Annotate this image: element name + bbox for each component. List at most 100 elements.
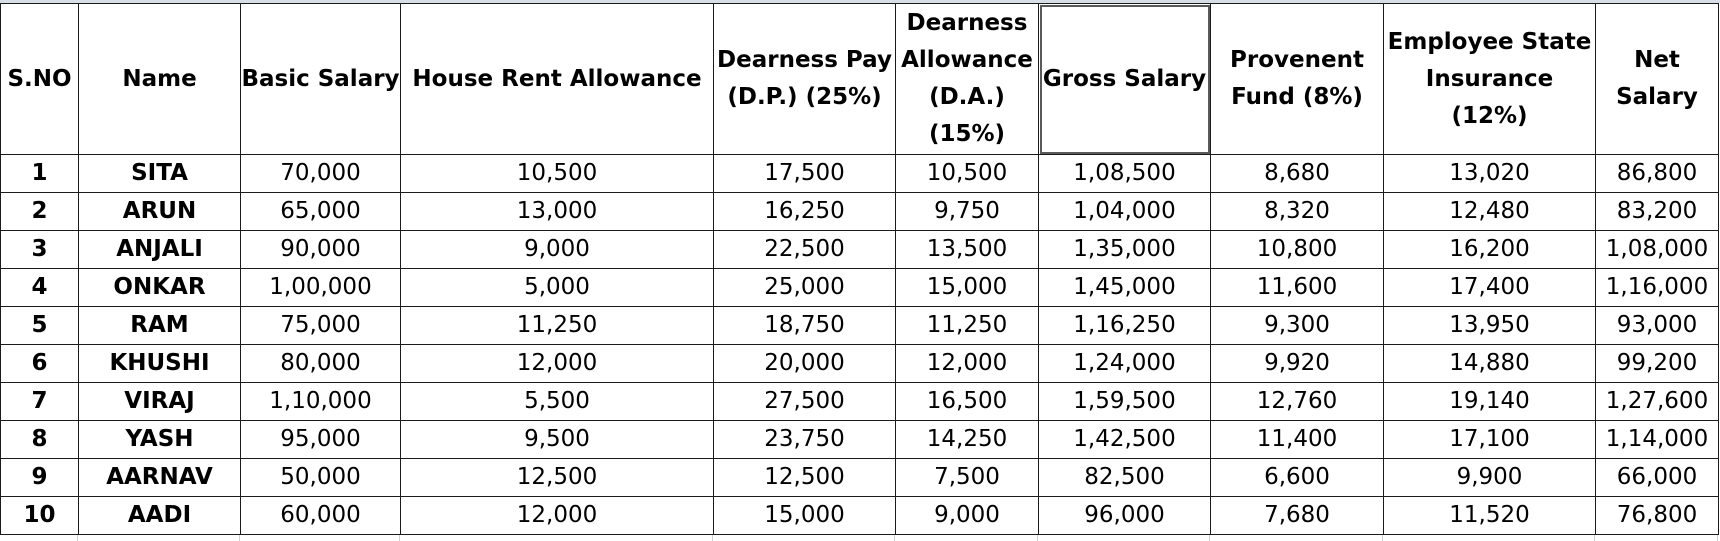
cell-house-rent-allowance[interactable]: 12,500 [400,458,714,497]
cell-sno[interactable]: 7 [0,382,79,421]
cell-name[interactable]: YASH [78,420,241,459]
cell-dearness-allowance[interactable]: 14,250 [895,420,1039,459]
cell-dearness-pay[interactable]: 12,500 [713,458,896,497]
cell-gross-salary[interactable]: 1,16,250 [1038,306,1211,345]
cell-house-rent-allowance[interactable]: 13,000 [400,192,714,231]
cell-dearness-allowance[interactable]: 13,500 [895,230,1039,269]
cell-name[interactable]: ARUN [78,192,241,231]
cell-basic-salary[interactable]: 60,000 [240,496,401,535]
cell-house-rent-allowance[interactable]: 12,000 [400,344,714,383]
cell-name[interactable]: ONKAR [78,268,241,307]
cell-dearness-allowance[interactable]: 15,000 [895,268,1039,307]
cell-sno[interactable]: 10 [0,496,79,535]
cell-name[interactable]: RAM [78,306,241,345]
cell-sno[interactable]: 4 [0,268,79,307]
cell-house-rent-allowance[interactable]: 12,000 [400,496,714,535]
cell-basic-salary[interactable]: 70,000 [240,154,401,193]
cell-dearness-pay[interactable]: 18,750 [713,306,896,345]
cell-gross-salary[interactable]: 1,08,500 [1038,154,1211,193]
cell-dearness-pay[interactable]: 15,000 [713,496,896,535]
cell-house-rent-allowance[interactable]: 9,500 [400,420,714,459]
cell-sno[interactable]: 9 [0,458,79,497]
cell-net-salary[interactable]: 93,000 [1595,306,1719,345]
cell-name[interactable]: VIRAJ [78,382,241,421]
cell-name[interactable]: KHUSHI [78,344,241,383]
cell-gross-salary[interactable]: 1,04,000 [1038,192,1211,231]
cell-net-salary[interactable]: 86,800 [1595,154,1719,193]
cell-net-salary[interactable]: 1,08,000 [1595,230,1719,269]
cell-provenent-fund[interactable]: 10,800 [1210,230,1384,269]
header-cell-dearness-allowance[interactable]: Dearness Allowance (D.A.) (15%) [895,3,1039,155]
cell-dearness-pay[interactable]: 22,500 [713,230,896,269]
cell-dearness-pay[interactable]: 17,500 [713,154,896,193]
cell-employee-state-insurance[interactable]: 9,900 [1383,458,1596,497]
cell-provenent-fund[interactable]: 11,400 [1210,420,1384,459]
cell-net-salary[interactable]: 76,800 [1595,496,1719,535]
cell-dearness-allowance[interactable]: 12,000 [895,344,1039,383]
cell-dearness-pay[interactable]: 27,500 [713,382,896,421]
cell-net-salary[interactable]: 83,200 [1595,192,1719,231]
cell-net-salary[interactable]: 1,27,600 [1595,382,1719,421]
cell-sno[interactable]: 1 [0,154,79,193]
cell-house-rent-allowance[interactable]: 11,250 [400,306,714,345]
cell-gross-salary[interactable]: 1,24,000 [1038,344,1211,383]
cell-employee-state-insurance[interactable]: 12,480 [1383,192,1596,231]
cell-gross-salary[interactable]: 1,59,500 [1038,382,1211,421]
cell-dearness-pay[interactable]: 20,000 [713,344,896,383]
cell-dearness-allowance[interactable]: 7,500 [895,458,1039,497]
cell-basic-salary[interactable]: 90,000 [240,230,401,269]
cell-dearness-allowance[interactable]: 16,500 [895,382,1039,421]
header-cell-name[interactable]: Name [78,3,241,155]
header-cell-basic-salary[interactable]: Basic Salary [240,3,401,155]
cell-employee-state-insurance[interactable]: 13,020 [1383,154,1596,193]
cell-employee-state-insurance[interactable]: 19,140 [1383,382,1596,421]
cell-gross-salary[interactable]: 1,45,000 [1038,268,1211,307]
cell-provenent-fund[interactable]: 9,300 [1210,306,1384,345]
cell-name[interactable]: AADI [78,496,241,535]
cell-dearness-allowance[interactable]: 9,750 [895,192,1039,231]
header-cell-gross-salary[interactable]: Gross Salary [1038,3,1211,155]
cell-net-salary[interactable]: 66,000 [1595,458,1719,497]
header-cell-dearness-pay[interactable]: Dearness Pay (D.P.) (25%) [713,3,896,155]
cell-provenent-fund[interactable]: 11,600 [1210,268,1384,307]
cell-gross-salary[interactable]: 1,35,000 [1038,230,1211,269]
cell-net-salary[interactable]: 1,14,000 [1595,420,1719,459]
cell-basic-salary[interactable]: 1,00,000 [240,268,401,307]
cell-house-rent-allowance[interactable]: 5,500 [400,382,714,421]
header-cell-net-salary[interactable]: Net Salary [1595,3,1719,155]
cell-sno[interactable]: 6 [0,344,79,383]
cell-net-salary[interactable]: 99,200 [1595,344,1719,383]
cell-provenent-fund[interactable]: 9,920 [1210,344,1384,383]
cell-name[interactable]: ANJALI [78,230,241,269]
cell-employee-state-insurance[interactable]: 16,200 [1383,230,1596,269]
cell-name[interactable]: SITA [78,154,241,193]
cell-basic-salary[interactable]: 75,000 [240,306,401,345]
cell-employee-state-insurance[interactable]: 13,950 [1383,306,1596,345]
cell-employee-state-insurance[interactable]: 14,880 [1383,344,1596,383]
cell-sno[interactable]: 5 [0,306,79,345]
cell-basic-salary[interactable]: 1,10,000 [240,382,401,421]
cell-dearness-pay[interactable]: 25,000 [713,268,896,307]
cell-sno[interactable]: 2 [0,192,79,231]
cell-provenent-fund[interactable]: 12,760 [1210,382,1384,421]
cell-provenent-fund[interactable]: 6,600 [1210,458,1384,497]
cell-gross-salary[interactable]: 1,42,500 [1038,420,1211,459]
header-cell-sno[interactable]: S.NO [0,3,79,155]
header-cell-provenent-fund[interactable]: Provenent Fund (8%) [1210,3,1384,155]
cell-net-salary[interactable]: 1,16,000 [1595,268,1719,307]
cell-house-rent-allowance[interactable]: 10,500 [400,154,714,193]
cell-dearness-pay[interactable]: 23,750 [713,420,896,459]
cell-employee-state-insurance[interactable]: 17,100 [1383,420,1596,459]
cell-sno[interactable]: 8 [0,420,79,459]
cell-house-rent-allowance[interactable]: 5,000 [400,268,714,307]
cell-basic-salary[interactable]: 65,000 [240,192,401,231]
cell-employee-state-insurance[interactable]: 17,400 [1383,268,1596,307]
cell-basic-salary[interactable]: 50,000 [240,458,401,497]
header-cell-employee-state-insurance[interactable]: Employee State Insurance (12%) [1383,3,1596,155]
header-cell-house-rent-allowance[interactable]: House Rent Allowance [400,3,714,155]
cell-gross-salary[interactable]: 82,500 [1038,458,1211,497]
cell-gross-salary[interactable]: 96,000 [1038,496,1211,535]
cell-dearness-pay[interactable]: 16,250 [713,192,896,231]
cell-dearness-allowance[interactable]: 9,000 [895,496,1039,535]
cell-provenent-fund[interactable]: 8,680 [1210,154,1384,193]
